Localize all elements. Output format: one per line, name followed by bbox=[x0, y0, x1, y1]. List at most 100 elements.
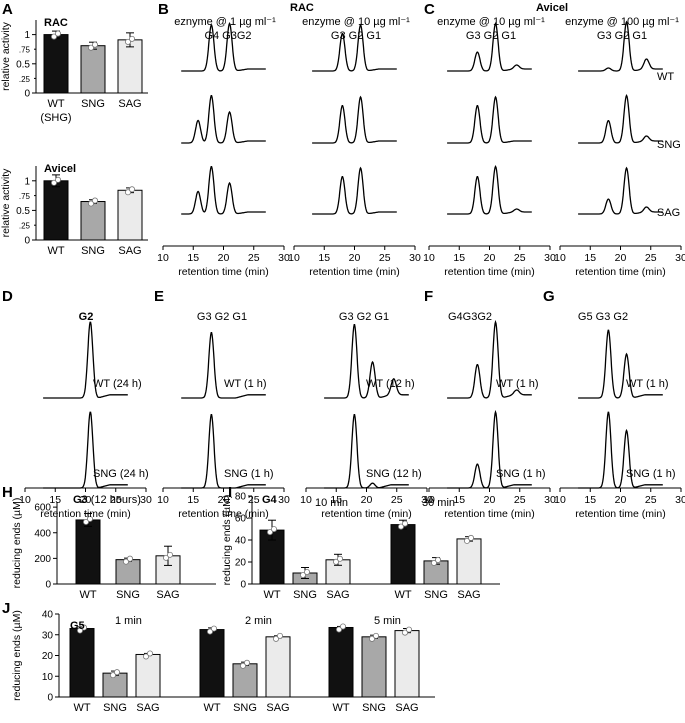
panel-j-category-label: SAG bbox=[266, 702, 289, 714]
panel-b-xtick-label: 15 bbox=[318, 252, 330, 264]
panel-e-trace-label: WT (1 h) bbox=[224, 378, 267, 390]
panel-c-xtick-label: 15 bbox=[453, 252, 465, 264]
panel-i-category-label: SAG bbox=[326, 589, 349, 601]
panel-h-category-label: SAG bbox=[156, 589, 179, 601]
panel-j-data-point bbox=[114, 669, 121, 676]
panel-f-peaks: G4G3G2 bbox=[448, 311, 492, 323]
panel-j-ylabel: reducing ends (µM) bbox=[11, 610, 23, 701]
panel-e-xtick-label: 10 bbox=[157, 494, 169, 506]
panel-f-xtick-label: 30 bbox=[544, 494, 556, 506]
panel-i-data-point bbox=[299, 572, 306, 579]
panel-j-data-point bbox=[276, 632, 283, 639]
panel-c-xtick-label: 30 bbox=[544, 252, 556, 264]
panel-j-data-point bbox=[239, 662, 246, 669]
panel-a-avicel-minor-tick-label: .75 bbox=[19, 192, 31, 201]
panel-j-time-label: 1 min bbox=[115, 615, 142, 627]
panel-f: WT (1 h) SNG (1 h) 10 15 20 25 30 retention tim… bbox=[423, 319, 556, 520]
panel-f-trace-label: WT (1 h) bbox=[496, 378, 539, 390]
panel-a-avicel-minor-tick-label: .25 bbox=[19, 222, 31, 231]
panel-f-xtick-label: 15 bbox=[453, 494, 465, 506]
panel-d-xtick-label: 30 bbox=[140, 494, 152, 506]
panel-i-category-label: SAG bbox=[457, 589, 480, 601]
panel-e-trace bbox=[181, 332, 266, 399]
panel-b-trace bbox=[312, 166, 397, 215]
panel-a-avicel-category-label: SNG bbox=[81, 245, 105, 257]
panel-d-xtick-label: 20 bbox=[80, 494, 92, 506]
panel-i-data-point bbox=[430, 559, 437, 566]
panel-a-rac-data-point bbox=[92, 41, 99, 48]
panel-f-xtick-label: 10 bbox=[423, 494, 435, 506]
panel-a-avicel-category-label: WT bbox=[47, 245, 64, 257]
panel-a-avicel-ytick-label: 0.5 bbox=[16, 206, 30, 217]
panel-a-rac-category-label: SNG bbox=[81, 98, 105, 110]
panel-a-avicel: 0 0.5 1 .25 .75 relative activity WT SNG SAG Avic… bbox=[0, 163, 148, 257]
panel-j-bar-sng bbox=[232, 663, 258, 698]
panel-e-trace-label: SNG (12 h) bbox=[366, 468, 422, 480]
panel-e-xtick-label: 10 bbox=[300, 494, 312, 506]
panel-j-category-label: WT bbox=[73, 702, 90, 714]
panel-j-data-point bbox=[110, 672, 117, 679]
panel-b-trace bbox=[181, 95, 266, 144]
panel-j-category-label: SAG bbox=[136, 702, 159, 714]
panel-c-xlabel: retention time (min) bbox=[575, 266, 665, 278]
panel-i-bar-wt bbox=[390, 524, 416, 585]
panel-i-data-point bbox=[463, 537, 470, 544]
panel-letter-d: D bbox=[2, 288, 13, 305]
panel-h-label-substrate: G3 bbox=[73, 494, 88, 506]
panel-h-category-label: WT bbox=[79, 589, 96, 601]
panel-a-rac-ytick-label: 0.5 bbox=[16, 59, 30, 70]
panel-b-xtick-label: 30 bbox=[409, 252, 421, 264]
panel-e-xlabel: retention time (min) bbox=[178, 508, 268, 520]
panel-h-bar-wt bbox=[75, 519, 101, 585]
panel-a-avicel-category-label: SAG bbox=[118, 245, 141, 257]
panel-a-rac-data-point bbox=[128, 35, 135, 42]
panel-a-rac: 0 0.5 1 .25 .75 relative activity WT SNG SAG RAC (… bbox=[0, 17, 148, 124]
panel-letters: A B C D E F G H I J bbox=[2, 1, 555, 617]
panel-b-trace bbox=[312, 23, 397, 72]
panel-a-avicel-ytick-label: 0 bbox=[24, 236, 30, 247]
panel-e-xtick-label: 15 bbox=[187, 494, 199, 506]
panel-h-data-point bbox=[162, 554, 169, 561]
panel-h-data-point bbox=[87, 515, 94, 522]
panel-a-rac-category-label: SAG bbox=[118, 98, 141, 110]
panel-h-data-point bbox=[166, 551, 173, 558]
panel-c-xtick-label: 25 bbox=[645, 252, 657, 264]
panel-i-data-point bbox=[332, 558, 339, 565]
panel-c: 10 15 20 25 30 retention time (min) 10 15 20 25 30… bbox=[423, 20, 685, 278]
panel-j-ytick-label: 40 bbox=[42, 610, 54, 621]
panel-f-trace bbox=[447, 319, 532, 399]
panel-b-trace bbox=[181, 166, 266, 215]
panel-i-data-point bbox=[434, 556, 441, 563]
panel-letter-f: F bbox=[424, 288, 433, 305]
panel-g-trace-label: WT (1 h) bbox=[626, 378, 669, 390]
panel-j-ytick-label: 30 bbox=[42, 630, 54, 641]
panel-a-rac-sublabel: (SHG) bbox=[40, 112, 71, 124]
panel-i-ytick-label: 0 bbox=[240, 580, 246, 591]
panel-j-data-point bbox=[142, 653, 149, 660]
panel-j-ytick-label: 20 bbox=[42, 651, 54, 662]
panel-g-xtick-label: 15 bbox=[584, 494, 596, 506]
panel-c-heading: Avicel bbox=[536, 2, 568, 14]
panel-c-trace bbox=[447, 95, 532, 144]
panel-i-substrate-label: G4 bbox=[262, 494, 278, 506]
panel-d-xtick-label: 25 bbox=[110, 494, 122, 506]
panel-i-ylabel: reducing ends (µM) bbox=[221, 495, 233, 586]
panel-a-avicel-bar-sng bbox=[80, 201, 106, 241]
panel-i-category-label: SNG bbox=[293, 589, 317, 601]
panel-j-bar-sag bbox=[265, 636, 291, 698]
panel-a-rac-ytick-label: 0 bbox=[24, 89, 30, 100]
panel-i-data-point bbox=[303, 569, 310, 576]
panel-b-xtick-label: 15 bbox=[187, 252, 199, 264]
panel-g-trace-label: SNG (1 h) bbox=[626, 468, 676, 480]
panel-c-xtick-label: 30 bbox=[675, 252, 685, 264]
panel-d-xlabel: retention time (min) bbox=[40, 508, 130, 520]
panel-e-xtick-label: 30 bbox=[421, 494, 433, 506]
panel-i-time-label: 30 min bbox=[422, 497, 455, 509]
panel-a-rac-data-point bbox=[88, 44, 95, 51]
panel-b-xtick-label: 20 bbox=[349, 252, 361, 264]
panel-f-xtick-label: 20 bbox=[484, 494, 496, 506]
panel-j-bar-wt bbox=[328, 626, 354, 698]
panel-e: WT (1 h) SNG (1 h) 10 15 20 25 30 retention tim… bbox=[157, 324, 433, 520]
panel-letter-j: J bbox=[2, 600, 10, 617]
panel-c-col2-peaks: G3 G2 G1 bbox=[597, 30, 647, 42]
